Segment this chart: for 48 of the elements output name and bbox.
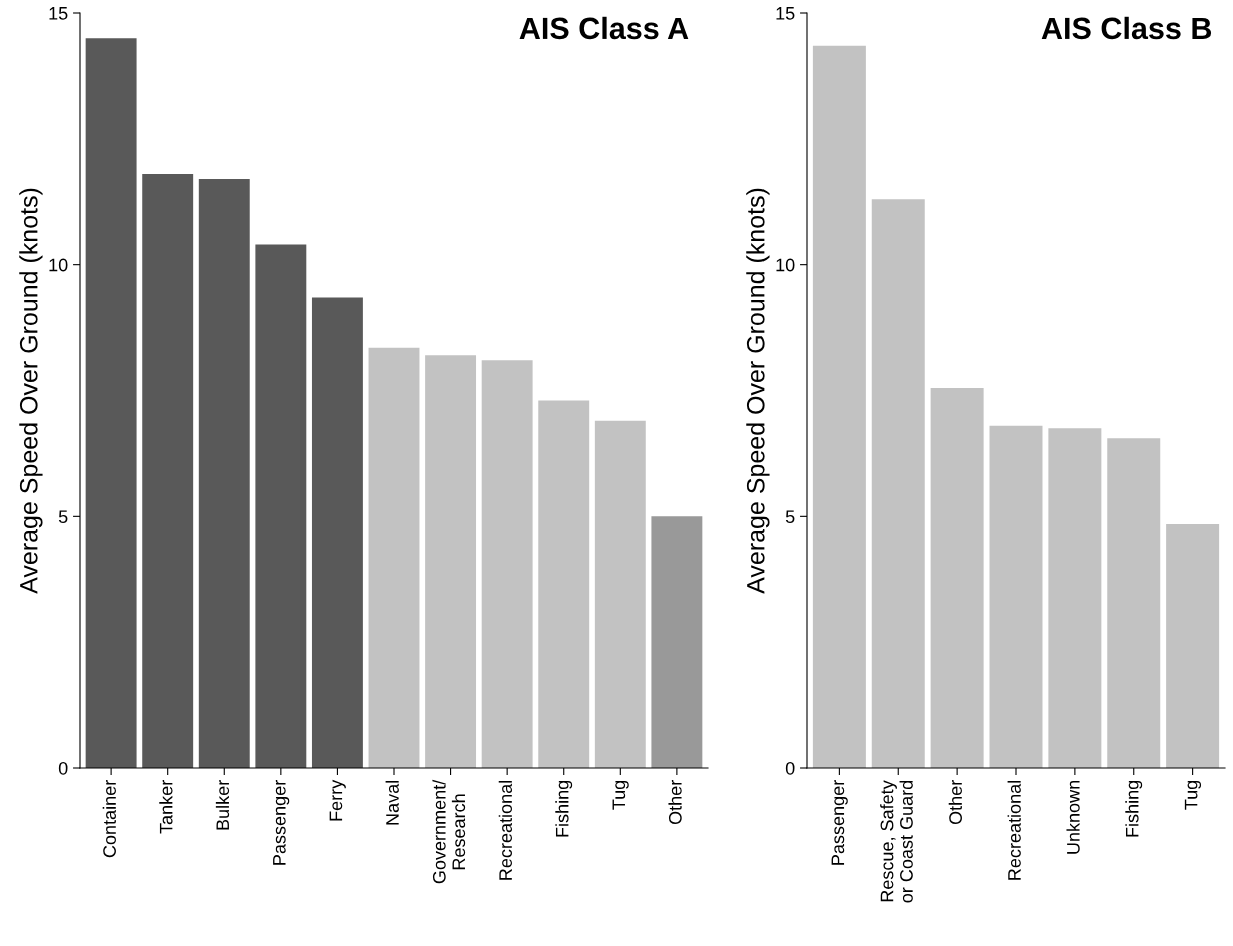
y-tick-label: 5: [58, 510, 68, 524]
x-tick-label: Fishing: [1125, 780, 1143, 837]
bar: [85, 38, 137, 768]
x-tick-label: Passenger: [273, 780, 290, 865]
x-tick-label: Naval: [385, 781, 399, 825]
x-tick-label: Recreational: [498, 781, 512, 880]
bar: [871, 199, 925, 768]
x-tick-label: Bulker: [215, 780, 230, 830]
bar: [311, 297, 363, 768]
chart-title: AIS Class B: [1041, 16, 1212, 40]
y-tick-label: 15: [49, 7, 68, 20]
y-tick-label: 15: [776, 7, 795, 20]
x-tick-label: Passenger: [831, 780, 848, 865]
bar: [142, 174, 194, 768]
x-tick-label: Tanker: [159, 780, 173, 834]
x-tick-label: Other: [668, 780, 682, 825]
bar: [198, 179, 250, 768]
x-tick-label: Fishing: [555, 780, 573, 837]
bar: [1166, 523, 1220, 768]
bar: [930, 387, 984, 768]
bar: [1048, 428, 1102, 768]
x-tick-label: Tug: [612, 780, 629, 810]
bar: [368, 347, 420, 768]
x-tick-label: Ferry: [329, 779, 346, 821]
x-tick-label: Container: [102, 780, 116, 858]
y-tick-label: 10: [776, 258, 795, 272]
y-axis-title: Average Speed Over Ground (knots): [746, 188, 770, 594]
chart-title: AIS Class A: [519, 16, 689, 40]
x-tick-label: Tug: [1184, 780, 1202, 810]
x-tick-label: Other: [948, 780, 962, 825]
y-axis-title: Average Speed Over Ground (knots): [19, 188, 43, 594]
bar: [651, 516, 703, 768]
bar: [538, 400, 590, 768]
bar: [1107, 438, 1161, 768]
y-tick-label: 10: [49, 258, 68, 272]
x-tick-label: Government/ Research: [432, 779, 466, 884]
bar: [594, 420, 646, 768]
x-tick-label: Recreational: [1007, 781, 1021, 880]
bar: [989, 425, 1043, 768]
bar: [425, 355, 477, 768]
bar: [481, 360, 533, 768]
y-tick-label: 0: [58, 761, 68, 775]
y-tick-label: 5: [785, 510, 795, 524]
bar: [255, 244, 307, 768]
y-tick-label: 0: [785, 761, 795, 775]
bar: [812, 45, 866, 768]
x-tick-label: Rescue, Safety or Coast Guard: [880, 780, 913, 903]
x-tick-label: Unknown: [1066, 780, 1080, 854]
